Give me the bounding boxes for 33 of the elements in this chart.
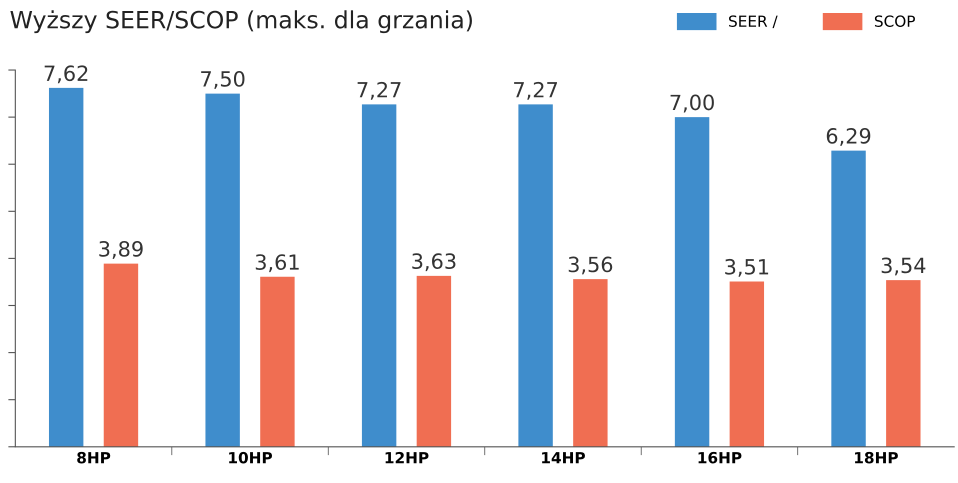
legend-label: SEER / — [729, 15, 778, 28]
bar — [674, 117, 710, 447]
x-tick-label: 18HP — [855, 452, 898, 464]
data-label: 7,27 — [514, 82, 558, 100]
bar — [260, 276, 295, 447]
bar — [886, 280, 921, 447]
x-tick-label: 14HP — [542, 452, 585, 464]
x-tick-label: 16HP — [698, 452, 742, 464]
data-label: 3,63 — [412, 253, 456, 272]
bar — [205, 94, 240, 447]
data-label: 3,89 — [99, 241, 143, 259]
data-label: 3,51 — [725, 258, 768, 277]
data-label: 3,61 — [256, 254, 299, 272]
bar — [362, 104, 396, 447]
data-label: 7,00 — [670, 94, 714, 112]
data-label: 7,27 — [358, 82, 401, 100]
data-label: 6,29 — [826, 128, 870, 146]
data-label: 3,56 — [568, 256, 612, 274]
x-tick-label: 10HP — [229, 452, 272, 464]
legend-label: SCOP — [874, 15, 915, 27]
bar — [48, 88, 84, 447]
x-tick-label: 8HP — [77, 452, 110, 464]
data-label: 7,62 — [44, 65, 88, 84]
x-tick-label: 12HP — [386, 452, 429, 464]
bar — [831, 150, 866, 447]
data-label: 3,54 — [882, 257, 926, 276]
bar — [573, 279, 608, 447]
data-label: 7,50 — [201, 71, 244, 89]
bar — [416, 276, 452, 447]
bar — [518, 104, 553, 447]
chart-title: Wyższy SEER/SCOP (maks. dla grzania) — [10, 10, 472, 34]
bar — [104, 264, 138, 447]
bar — [730, 281, 764, 447]
